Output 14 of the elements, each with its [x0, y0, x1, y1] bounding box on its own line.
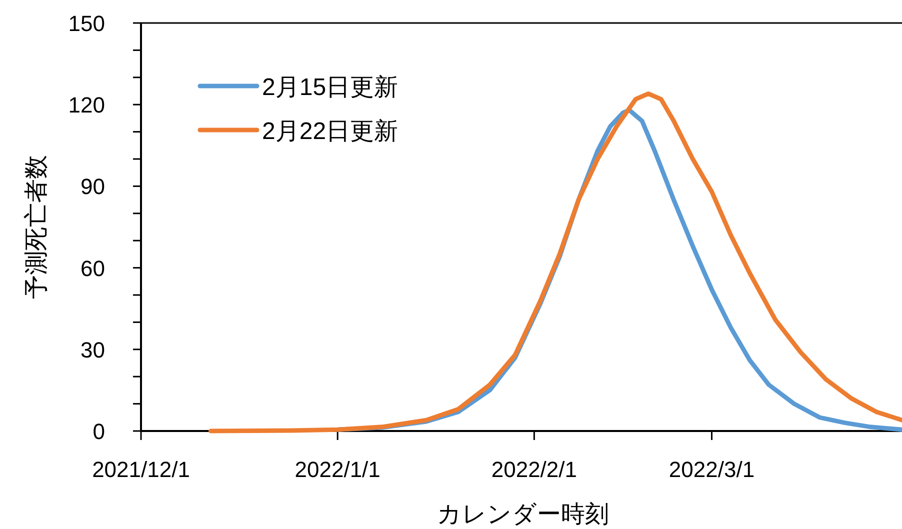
y-tick-label: 90 — [80, 174, 105, 200]
legend-label: 2月22日更新 — [262, 118, 398, 145]
y-tick-label: 120 — [68, 92, 105, 118]
x-tick-label: 2021/12/1 — [92, 457, 190, 482]
legend-label: 2月15日更新 — [262, 74, 398, 101]
y-tick-label: 0 — [92, 419, 105, 444]
x-tick-label: 2022/2/1 — [491, 457, 578, 482]
x-tick-label: 2022/3/1 — [668, 457, 755, 482]
x-tick-label: 2022/1/1 — [294, 457, 380, 482]
y-tick-label: 150 — [68, 11, 105, 36]
y-tick-label: 30 — [80, 337, 105, 362]
y-axis-title: 予測死亡者数 — [23, 155, 50, 299]
y-tick-label: 60 — [80, 256, 105, 281]
x-axis-title: カレンダー時刻 — [437, 501, 609, 528]
